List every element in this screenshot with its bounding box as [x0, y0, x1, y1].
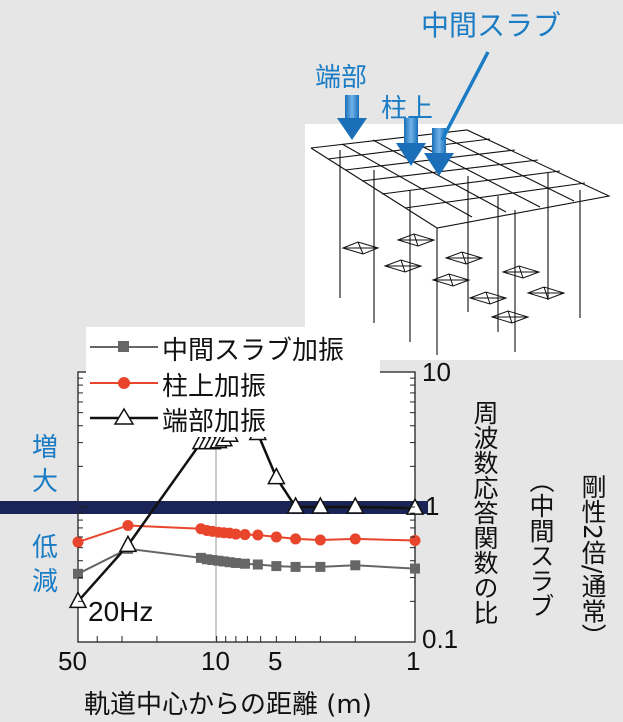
- data-point: [72, 536, 84, 548]
- y-tick-1: 1: [425, 491, 440, 521]
- data-point: [410, 563, 420, 574]
- series-1: [72, 519, 421, 548]
- label-increase-1: 増: [32, 433, 59, 463]
- data-point: [346, 496, 365, 514]
- inset-label-slab: 中間スラブ: [421, 9, 562, 42]
- data-point: [68, 590, 88, 609]
- data-point: [213, 555, 224, 566]
- y-axis-label-3: 剛性2倍/通常）: [578, 474, 607, 649]
- y-tick-0.1: 0.1: [422, 624, 459, 654]
- data-point: [122, 519, 134, 531]
- data-point: [201, 554, 212, 565]
- data-point: [73, 568, 83, 579]
- legend-label-end: 端部加振: [162, 407, 267, 437]
- label-decrease-2: 減: [32, 567, 59, 597]
- arrow-col-icon: [396, 118, 426, 166]
- data-point: [195, 552, 206, 563]
- data-point: [252, 529, 264, 541]
- arrow-slab-icon: [424, 128, 454, 176]
- label-decrease-1: 低: [32, 533, 59, 563]
- series-0: [73, 543, 420, 579]
- data-point: [267, 467, 286, 485]
- data-point: [239, 529, 251, 541]
- data-point: [230, 557, 241, 568]
- data-point: [315, 561, 326, 572]
- x-tick-10: 10: [201, 646, 230, 676]
- y-axis-label-1: 周波数応答関数の比: [470, 400, 499, 625]
- data-point: [286, 496, 305, 514]
- x-tick-1: 1: [406, 646, 421, 676]
- data-point: [218, 556, 229, 567]
- data-point: [349, 533, 361, 545]
- legend-label-col: 柱上加振: [162, 372, 267, 402]
- legend-label-slab: 中間スラブ加振: [162, 336, 345, 366]
- data-point: [224, 557, 235, 568]
- data-point: [290, 561, 301, 572]
- data-point: [207, 554, 218, 565]
- inset-label-end: 端部: [315, 63, 368, 93]
- x-tick-5: 5: [268, 646, 283, 676]
- y-axis-label-2: （中間スラブ: [526, 468, 555, 618]
- data-point: [409, 534, 421, 546]
- freq-annotation: 20Hz: [88, 596, 154, 627]
- data-point: [290, 533, 302, 545]
- label-increase-2: 大: [32, 467, 59, 497]
- y-tick-10: 10: [422, 357, 451, 387]
- data-point: [314, 534, 326, 546]
- data-point: [118, 534, 138, 553]
- data-point: [271, 561, 282, 572]
- data-point: [230, 528, 242, 540]
- inset-label-col: 柱上: [381, 94, 434, 124]
- data-point: [350, 560, 361, 571]
- data-point: [270, 531, 282, 543]
- arrow-end-icon: [337, 95, 367, 140]
- x-tick-50: 50: [58, 646, 87, 676]
- data-point: [311, 496, 330, 514]
- x-axis-label: 軌道中心からの距離 (m): [84, 690, 372, 720]
- data-point: [252, 559, 263, 570]
- data-point: [239, 558, 250, 569]
- structure-inset: [305, 51, 623, 360]
